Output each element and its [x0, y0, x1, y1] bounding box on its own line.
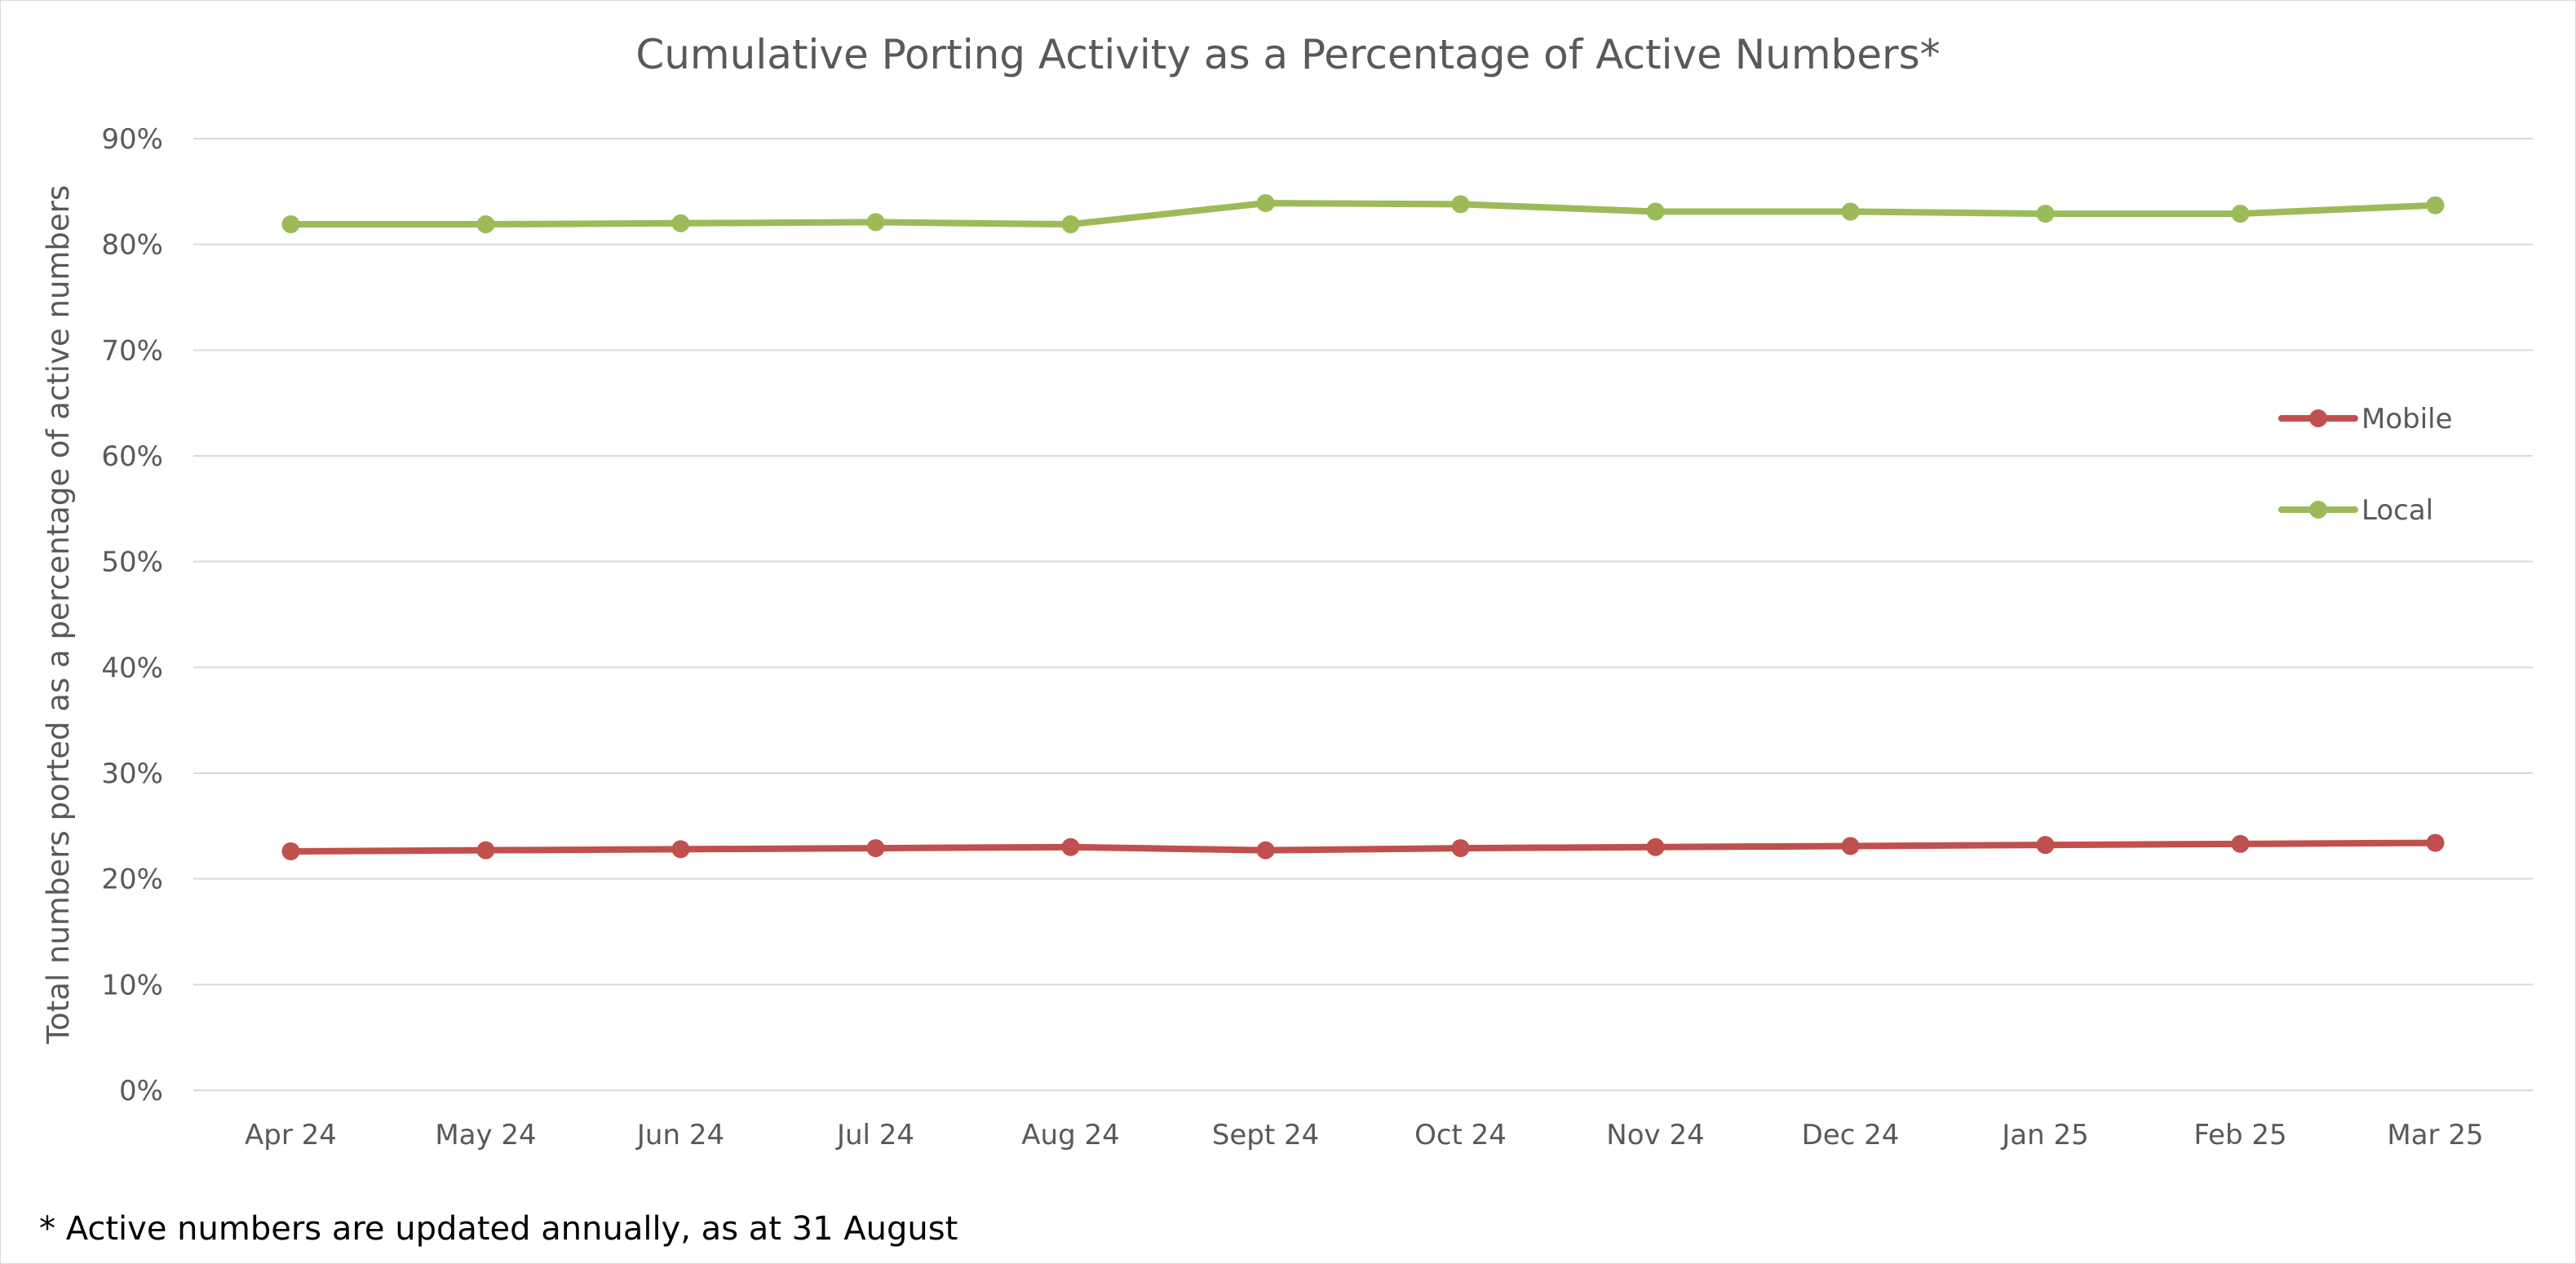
data-point-mobile [671, 840, 690, 859]
data-point-local [1256, 194, 1275, 213]
x-tick-label: Nov 24 [1606, 1119, 1704, 1151]
data-point-local [1841, 202, 1860, 221]
legend-marker-mobile [2309, 409, 2327, 427]
data-point-local [476, 215, 495, 234]
series-line-mobile [287, 839, 2439, 855]
data-point-mobile [2426, 833, 2445, 852]
data-point-mobile [866, 839, 885, 858]
data-point-local [671, 214, 690, 232]
y-tick-label: 60% [101, 440, 163, 473]
data-point-local [866, 213, 885, 232]
data-point-mobile [2231, 834, 2250, 853]
data-point-mobile [1256, 841, 1275, 860]
y-tick-label: 40% [101, 652, 163, 684]
data-point-local [1451, 195, 1470, 214]
x-tick-label: Sept 24 [1212, 1119, 1319, 1151]
chart-title: Cumulative Porting Activity as a Percent… [635, 31, 1941, 78]
x-tick-label: Apr 24 [245, 1119, 337, 1151]
y-tick-label: 30% [101, 758, 163, 790]
y-tick-label: 10% [101, 969, 163, 1001]
y-axis-title: Total numbers ported as a percentage of … [41, 185, 76, 1045]
y-tick-label: 90% [101, 123, 163, 156]
data-point-mobile [2036, 836, 2055, 855]
data-point-local [2426, 196, 2445, 214]
legend-marker-local [2309, 501, 2327, 519]
legend-label-mobile: Mobile [2361, 403, 2453, 435]
x-tick-label: Aug 24 [1021, 1119, 1119, 1151]
x-tick-label: Jun 24 [635, 1119, 724, 1151]
footnote: * Active numbers are updated annually, a… [39, 1210, 958, 1248]
data-point-local [2036, 205, 2055, 223]
data-point-mobile [1451, 839, 1470, 858]
data-point-mobile [476, 841, 495, 860]
y-tick-label: 20% [101, 864, 163, 896]
data-point-local [2231, 205, 2250, 223]
y-tick-label: 70% [101, 334, 163, 367]
y-tick-label: 80% [101, 229, 163, 262]
legend-label-local: Local [2361, 494, 2433, 527]
data-point-local [1061, 215, 1080, 234]
y-tick-label: 50% [101, 546, 163, 579]
data-point-mobile [1841, 837, 1860, 855]
data-point-mobile [1646, 838, 1665, 856]
data-point-mobile [281, 842, 300, 860]
y-tick-label: 0% [119, 1075, 163, 1107]
x-tick-label: Dec 24 [1802, 1119, 1900, 1151]
x-tick-label: Mar 25 [2387, 1119, 2483, 1151]
x-tick-label: Jul 24 [835, 1119, 914, 1151]
x-tick-label: May 24 [435, 1119, 536, 1151]
data-point-local [281, 215, 300, 234]
x-tick-label: Feb 25 [2193, 1119, 2286, 1151]
x-tick-label: Jan 25 [2000, 1119, 2088, 1151]
data-point-mobile [1061, 838, 1080, 856]
series-line-local [287, 200, 2439, 228]
data-point-local [1646, 202, 1665, 221]
x-tick-label: Oct 24 [1414, 1119, 1507, 1151]
